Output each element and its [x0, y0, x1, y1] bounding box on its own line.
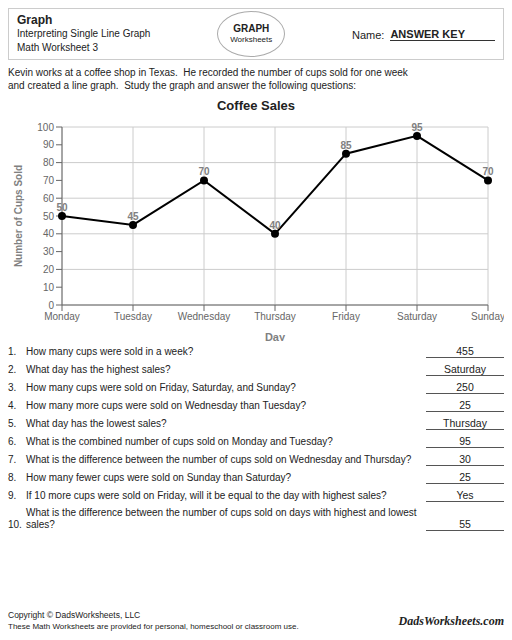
svg-text:50: 50 — [56, 202, 68, 213]
svg-text:90: 90 — [43, 139, 55, 150]
svg-text:70: 70 — [482, 166, 494, 177]
svg-text:Tuesday: Tuesday — [114, 311, 152, 322]
html-text:Worksheets: Worksheets — [230, 35, 273, 44]
html-text:Interpreting Single Line Graph: Interpreting Single Line Graph — [17, 28, 151, 39]
html-text:55: 55 — [459, 518, 471, 530]
html-text:25: 25 — [459, 471, 471, 483]
html-text:10.: 10. — [8, 519, 22, 530]
svg-text:100: 100 — [37, 122, 54, 133]
html-text:6.: 6. — [8, 436, 17, 447]
svg-text:10: 10 — [43, 282, 55, 293]
html-text:25: 25 — [459, 399, 471, 411]
html-text:Saturday: Saturday — [444, 363, 486, 375]
html-text:DadsWorksheets.com: DadsWorksheets.com — [398, 613, 504, 628]
html-text:ANSWER KEY: ANSWER KEY — [390, 27, 465, 40]
html-text:4.: 4. — [8, 400, 17, 411]
html-text:If 10 more cups were sold on F: If 10 more cups were sold on Friday, wil… — [26, 490, 387, 501]
html-text:Yes: Yes — [456, 489, 474, 501]
svg-text:Day: Day — [265, 331, 286, 341]
svg-text:Sunday: Sunday — [471, 311, 504, 322]
svg-text:70: 70 — [43, 175, 55, 186]
svg-text:0: 0 — [48, 300, 54, 311]
html-text:455: 455 — [456, 345, 474, 357]
html-text:5.: 5. — [8, 418, 17, 429]
svg-text:50: 50 — [43, 211, 55, 222]
svg-text:Saturday: Saturday — [397, 311, 437, 322]
html-text:How many cups were sold on Fri: How many cups were sold on Friday, Satur… — [26, 382, 296, 393]
svg-text:30: 30 — [43, 246, 55, 257]
svg-text:20: 20 — [43, 264, 55, 275]
html-text:Coffee Sales: Coffee Sales — [217, 98, 295, 113]
html-text:95: 95 — [459, 435, 471, 447]
html-text:3.: 3. — [8, 382, 17, 393]
html-text:What is the difference between: What is the difference between the numbe… — [26, 454, 412, 465]
svg-text:Thursday: Thursday — [254, 311, 296, 322]
svg-text:70: 70 — [198, 166, 210, 177]
html-text:2.: 2. — [8, 364, 17, 375]
html-text:1.: 1. — [8, 346, 17, 357]
html-text:Copyright © DadsWorksheets, LL: Copyright © DadsWorksheets, LLC — [8, 610, 141, 620]
svg-text:40: 40 — [269, 220, 281, 231]
html-text:What day has the highest sales: What day has the highest sales? — [26, 364, 171, 375]
html-text:What is the difference between: What is the difference between the numbe… — [26, 507, 417, 530]
html-text:Kevin works at a coffee shop i: Kevin works at a coffee shop in Texas. H… — [8, 67, 408, 91]
svg-text:60: 60 — [43, 193, 55, 204]
html-text:Thursday: Thursday — [443, 417, 487, 429]
svg-text:Wednesday: Wednesday — [178, 311, 231, 322]
html-text:How many more cups were sold o: How many more cups were sold on Wednesda… — [26, 400, 306, 411]
html-text:Math Worksheet 3: Math Worksheet 3 — [17, 42, 98, 53]
svg-text:Friday: Friday — [332, 311, 360, 322]
html-text:What day has the lowest sales?: What day has the lowest sales? — [26, 418, 167, 429]
svg-text:85: 85 — [340, 140, 352, 151]
svg-text:45: 45 — [127, 211, 139, 222]
html-text:Graph: Graph — [17, 13, 53, 27]
svg-text:95: 95 — [411, 122, 423, 133]
html-text:7.: 7. — [8, 454, 17, 465]
html-text:9.: 9. — [8, 490, 17, 501]
svg-text:Monday: Monday — [44, 311, 80, 322]
html-text:8.: 8. — [8, 472, 17, 483]
html-text:250: 250 — [456, 381, 474, 393]
svg-text:Number of Cups Sold: Number of Cups Sold — [13, 165, 24, 267]
html-text:What is the combined number of: What is the combined number of cups sold… — [26, 436, 333, 447]
svg-text:80: 80 — [43, 157, 55, 168]
html-text:These Math Worksheets are prov: These Math Worksheets are provided for p… — [8, 622, 299, 631]
html-text:How many fewer cups were sold: How many fewer cups were sold on Sunday … — [26, 472, 292, 483]
svg-text:40: 40 — [43, 228, 55, 239]
html-text:GRAPH: GRAPH — [233, 23, 270, 34]
html-text:How many cups were sold in a w: How many cups were sold in a week? — [26, 346, 194, 357]
html-text:Name:: Name: — [352, 28, 385, 41]
html-text:30: 30 — [459, 453, 471, 465]
